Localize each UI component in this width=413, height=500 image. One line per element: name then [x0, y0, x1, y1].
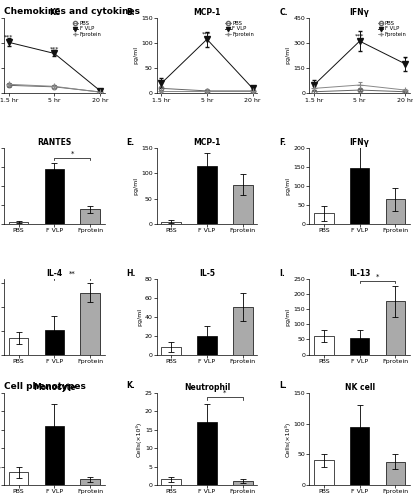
Text: *: * — [70, 150, 74, 156]
Legend: PBS, F VLP, Fprotein: PBS, F VLP, Fprotein — [377, 20, 406, 38]
Text: *: * — [403, 56, 406, 62]
Y-axis label: Cells(×10³): Cells(×10³) — [135, 422, 142, 456]
Y-axis label: pg/ml: pg/ml — [285, 177, 290, 195]
Bar — [9, 222, 28, 224]
Bar — [197, 166, 216, 224]
Title: Monocyte: Monocyte — [33, 383, 76, 392]
Title: KC: KC — [49, 8, 60, 16]
Title: IL-4: IL-4 — [46, 269, 62, 278]
Bar — [80, 293, 100, 354]
Bar — [9, 338, 28, 354]
Text: I.: I. — [279, 269, 285, 278]
Title: IL-5: IL-5 — [199, 269, 214, 278]
Text: E.: E. — [126, 138, 135, 147]
Title: IFNγ: IFNγ — [349, 8, 369, 16]
Bar — [385, 200, 404, 224]
Bar — [80, 480, 100, 485]
Bar — [80, 210, 100, 224]
Y-axis label: pg/ml: pg/ml — [133, 46, 138, 64]
Bar — [197, 422, 216, 485]
Text: F.: F. — [279, 138, 286, 147]
Title: IFNγ: IFNγ — [349, 138, 369, 147]
Bar — [385, 462, 404, 485]
Text: Cell phenotypes: Cell phenotypes — [4, 382, 86, 391]
Text: ***: *** — [202, 32, 211, 37]
Title: NK cell: NK cell — [344, 383, 374, 392]
Y-axis label: Cells(×10³): Cells(×10³) — [284, 422, 290, 456]
Text: K.: K. — [126, 381, 135, 390]
Text: C.: C. — [279, 8, 287, 16]
Text: ***: *** — [4, 35, 13, 40]
Text: H.: H. — [126, 269, 136, 278]
Bar — [45, 169, 64, 224]
Bar — [313, 460, 333, 485]
Bar — [233, 482, 252, 485]
Bar — [161, 222, 180, 224]
Bar — [9, 472, 28, 485]
Text: **: ** — [69, 270, 76, 276]
Bar — [349, 338, 368, 354]
Bar — [349, 426, 368, 485]
Legend: PBS, F VLP, Fprotein: PBS, F VLP, Fprotein — [224, 20, 254, 38]
Bar — [313, 336, 333, 354]
Bar — [45, 330, 64, 354]
Y-axis label: pg/ml: pg/ml — [285, 308, 290, 326]
Y-axis label: pg/ml: pg/ml — [133, 177, 138, 195]
Title: IL-13: IL-13 — [348, 269, 370, 278]
Bar — [161, 480, 180, 485]
Title: MCP-1: MCP-1 — [193, 138, 220, 147]
Y-axis label: pg/ml: pg/ml — [137, 308, 142, 326]
Bar — [349, 168, 368, 224]
Legend: PBS, F VLP, Fprotein: PBS, F VLP, Fprotein — [72, 20, 102, 38]
Y-axis label: pg/ml: pg/ml — [285, 46, 290, 64]
Text: *: * — [223, 390, 226, 396]
Text: *: * — [375, 274, 378, 280]
Text: B.: B. — [126, 8, 135, 16]
Title: MCP-1: MCP-1 — [193, 8, 220, 16]
Bar — [233, 184, 252, 224]
Bar — [161, 347, 180, 354]
Bar — [233, 307, 252, 354]
Text: Chemokines and cytokines: Chemokines and cytokines — [4, 7, 140, 16]
Bar — [45, 426, 64, 485]
Text: ***: *** — [354, 34, 363, 39]
Text: L.: L. — [279, 381, 286, 390]
Text: ***: *** — [50, 46, 59, 51]
Bar — [313, 214, 333, 224]
Title: RANTES: RANTES — [37, 138, 71, 147]
Bar — [385, 302, 404, 354]
Title: Neutrophil: Neutrophil — [183, 383, 230, 392]
Bar — [197, 336, 216, 354]
